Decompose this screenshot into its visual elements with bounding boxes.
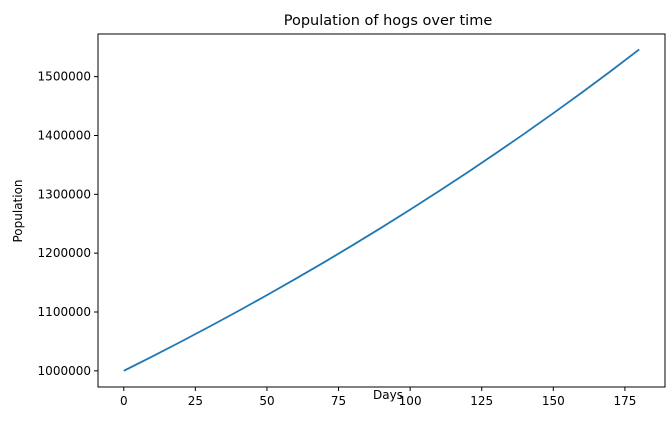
chart-title: Population of hogs over time: [284, 13, 493, 29]
y-tick-label: 1100000: [38, 305, 91, 319]
y-axis-title: Population: [11, 179, 25, 242]
x-tick-label: 125: [470, 394, 493, 408]
series-line: [123, 48, 640, 372]
y-tick-label: 1000000: [38, 364, 91, 378]
x-tick-label: 150: [542, 394, 565, 408]
plot-area-frame: [97, 33, 666, 388]
x-tick-label: 0: [120, 394, 128, 408]
series-layer: [123, 48, 640, 372]
x-tick-label: 175: [613, 394, 636, 408]
y-tick-label: 1300000: [38, 187, 91, 201]
x-axis-title: Days: [373, 388, 403, 402]
x-tick-label: 25: [188, 394, 203, 408]
y-axis-ticks: 1000000 1100000 1200000 1300000 1400000 15000…: [38, 70, 98, 378]
x-tick-label: 100: [399, 394, 422, 408]
x-tick-label: 75: [331, 394, 346, 408]
y-tick-label: 1500000: [38, 70, 91, 84]
x-axis-ticks: 0 25 50 75 100 125 150 175: [120, 387, 636, 408]
y-tick-label: 1400000: [38, 128, 91, 142]
x-tick-label: 50: [259, 394, 274, 408]
y-tick-label: 1200000: [38, 246, 91, 260]
